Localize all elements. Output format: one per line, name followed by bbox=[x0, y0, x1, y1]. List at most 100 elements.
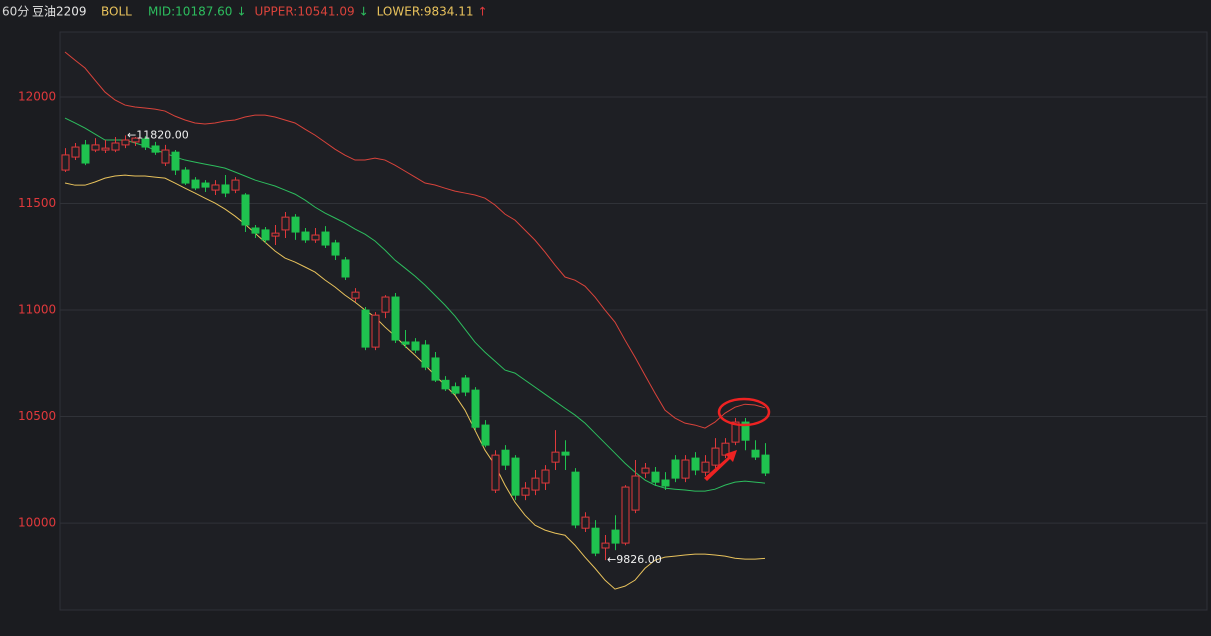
candle-body bbox=[461, 377, 470, 393]
candle-body bbox=[341, 259, 350, 278]
candle-body bbox=[301, 231, 310, 241]
candle-body bbox=[251, 227, 260, 234]
candle-body bbox=[151, 145, 160, 153]
candle-body bbox=[631, 475, 640, 511]
candle-body bbox=[671, 459, 680, 479]
symbol: 豆油2209 bbox=[32, 5, 87, 19]
y-tick-label: 11000 bbox=[18, 303, 56, 317]
candle-body bbox=[171, 151, 180, 171]
candle-body bbox=[71, 146, 80, 158]
y-tick-label: 11500 bbox=[18, 196, 56, 210]
candle-body bbox=[271, 232, 280, 237]
candle-body bbox=[651, 471, 660, 483]
candle-body bbox=[731, 421, 740, 443]
candle-body bbox=[311, 234, 320, 241]
legend-entry: LOWER:9834.11 bbox=[377, 5, 474, 19]
candle-body bbox=[571, 471, 580, 526]
candle-body bbox=[91, 144, 100, 151]
candle-body bbox=[511, 457, 520, 496]
candle-body bbox=[641, 467, 650, 474]
legend-arrow: ↓ bbox=[359, 5, 369, 19]
candle-body bbox=[121, 139, 130, 146]
candle-body bbox=[481, 424, 490, 446]
candle-body bbox=[191, 179, 200, 189]
candle-body bbox=[281, 216, 290, 231]
candle-body bbox=[551, 451, 560, 463]
candle-body bbox=[81, 144, 90, 164]
candle-body bbox=[761, 454, 770, 474]
band-line bbox=[64, 51, 766, 429]
candle-body bbox=[241, 194, 250, 226]
candle-body bbox=[321, 231, 330, 246]
bands bbox=[64, 51, 766, 590]
candle-body bbox=[371, 314, 380, 348]
candle-body bbox=[181, 169, 190, 184]
extreme-label: ←11820.00 bbox=[127, 128, 189, 141]
candle-body bbox=[441, 379, 450, 390]
candle-body bbox=[231, 179, 240, 191]
candle-body bbox=[351, 291, 360, 299]
candle-body bbox=[721, 442, 730, 456]
highlight-arrow bbox=[704, 450, 737, 481]
candle-body bbox=[221, 184, 230, 194]
plot-area bbox=[59, 31, 1208, 611]
annotations: ←11820.00 ←9826.00 bbox=[127, 128, 662, 566]
candle-body bbox=[591, 527, 600, 554]
candle-body bbox=[111, 142, 120, 151]
candle-body bbox=[471, 389, 480, 428]
candle-body bbox=[561, 451, 570, 456]
candle-body bbox=[601, 542, 610, 549]
candle-body bbox=[501, 449, 510, 466]
candle-body bbox=[681, 459, 690, 479]
period: 60分 bbox=[2, 5, 29, 19]
candle-body bbox=[451, 386, 460, 394]
candle-body bbox=[431, 357, 440, 381]
legend-entry: MID:10187.60 bbox=[148, 5, 232, 19]
candle-body bbox=[741, 421, 750, 441]
band-line bbox=[64, 117, 766, 492]
candle-body bbox=[421, 344, 430, 368]
candle-body bbox=[381, 296, 390, 313]
candle-body bbox=[661, 479, 670, 487]
legend-arrow: ↑ bbox=[477, 5, 487, 19]
candles bbox=[61, 135, 770, 561]
candle-body bbox=[211, 184, 220, 191]
extreme-label: ←9826.00 bbox=[607, 553, 662, 566]
candle-body bbox=[401, 341, 410, 345]
candle-body bbox=[621, 486, 630, 544]
band-line bbox=[64, 174, 766, 590]
y-tick-label: 10000 bbox=[18, 516, 56, 530]
candle-body bbox=[141, 138, 150, 148]
candle-body bbox=[611, 529, 620, 544]
candle-body bbox=[531, 477, 540, 491]
candle-body bbox=[391, 296, 400, 341]
highlight-ellipse bbox=[717, 397, 771, 427]
candle-body bbox=[61, 154, 70, 171]
y-tick-label: 10500 bbox=[18, 409, 56, 423]
candle-body bbox=[161, 149, 170, 164]
candle-body bbox=[521, 487, 530, 496]
header: 60分 豆油2209 BOLL MID:10187.60 ↓ UPPER:10541… bbox=[2, 5, 488, 19]
candle-body bbox=[541, 469, 550, 484]
candle-body bbox=[331, 242, 340, 256]
candle-body bbox=[101, 147, 110, 151]
candle-body bbox=[691, 457, 700, 471]
candle-body bbox=[361, 309, 370, 348]
candle-body bbox=[291, 216, 300, 233]
candle-body bbox=[581, 516, 590, 529]
legend-entry: UPPER:10541.09 bbox=[255, 5, 355, 19]
candle-body bbox=[131, 137, 140, 143]
indicator: BOLL bbox=[101, 5, 132, 19]
y-tick-label: 12000 bbox=[18, 89, 56, 103]
grid: 10000 10500 11000 11500 12000 bbox=[18, 89, 1207, 530]
candle-body bbox=[701, 461, 710, 473]
candle-body bbox=[261, 229, 270, 241]
candle-body bbox=[411, 341, 420, 351]
candle-body bbox=[201, 182, 210, 188]
candle-body bbox=[711, 447, 720, 466]
legend-arrow: ↓ bbox=[236, 5, 246, 19]
candle-body bbox=[491, 454, 500, 491]
candle-body bbox=[751, 449, 760, 458]
